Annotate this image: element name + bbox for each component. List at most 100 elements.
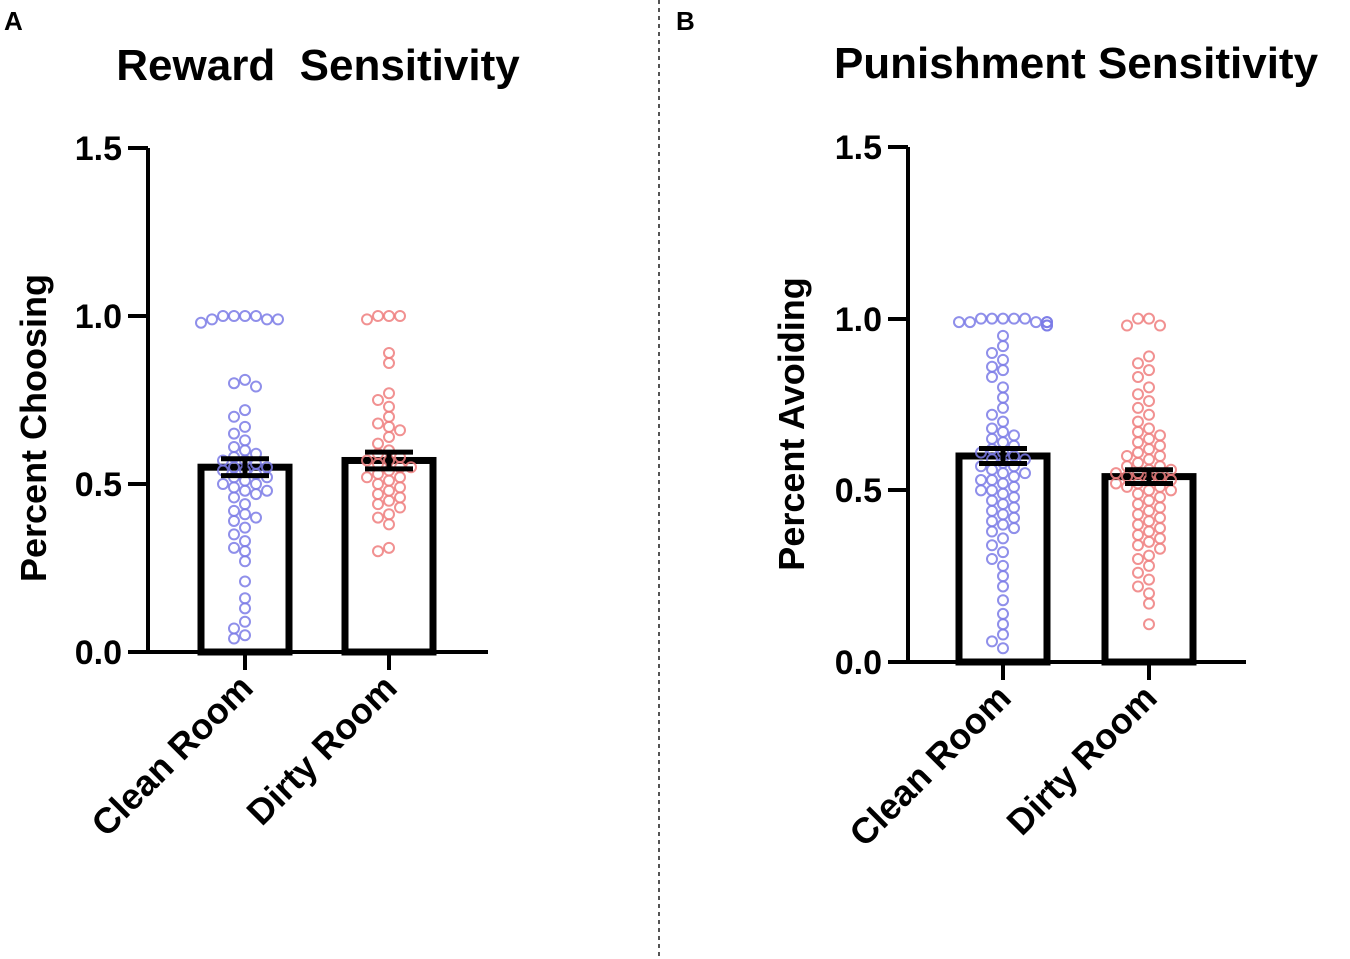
data-point (986, 432, 998, 445)
panel-letter-a: A (4, 6, 23, 36)
data-point (1132, 312, 1144, 325)
data-point (997, 477, 1009, 490)
data-point (1110, 477, 1122, 490)
data-point (997, 340, 1009, 353)
data-point (239, 592, 251, 605)
data-point (1132, 566, 1144, 579)
data-point (997, 580, 1009, 593)
data-point (372, 310, 384, 322)
data-point (997, 353, 1009, 366)
data-point (986, 539, 998, 552)
data-point (228, 481, 240, 494)
data-point (1132, 357, 1144, 370)
data-point (1154, 522, 1166, 535)
data-point (239, 545, 251, 558)
data-point (228, 377, 240, 390)
data-point (228, 541, 240, 554)
data-point (986, 422, 998, 435)
plot-area-b (953, 312, 1197, 666)
data-point (1143, 549, 1155, 562)
data-point (1132, 580, 1144, 593)
data-point (986, 312, 998, 325)
data-point (383, 484, 395, 497)
data-point (383, 474, 395, 487)
y-axis-label-a: Percent Choosing (13, 274, 54, 582)
data-point (1019, 467, 1031, 480)
data-point (1132, 371, 1144, 384)
data-point (228, 504, 240, 517)
data-point (1143, 484, 1155, 497)
data-point (997, 391, 1009, 404)
data-point (1041, 316, 1053, 329)
data-point (997, 425, 1009, 438)
data-point (975, 484, 987, 497)
error-bar-clean-room (979, 445, 1027, 467)
data-point (997, 329, 1009, 342)
data-point (1154, 501, 1166, 514)
data-point (986, 494, 998, 507)
y-tick-label: 1.5 (835, 129, 882, 167)
data-point (997, 467, 1009, 480)
data-point (1165, 484, 1177, 497)
y-axis-label-b: Percent Avoiding (771, 277, 812, 570)
data-point (1143, 422, 1155, 435)
y-ticks-b: 0.0 0.5 1.0 1.5 (835, 129, 908, 682)
data-point (394, 310, 406, 322)
data-point (1154, 450, 1166, 462)
data-point (394, 424, 406, 437)
data-point (239, 602, 251, 615)
panel-letter-b: B (676, 6, 695, 36)
data-point (1143, 515, 1155, 528)
data-point (383, 508, 395, 521)
data-point (239, 555, 251, 568)
data-point (228, 441, 240, 454)
data-point (1121, 319, 1133, 332)
data-point (361, 471, 373, 484)
data-point (986, 463, 998, 476)
category-label-dirty-room: Dirty Room (238, 667, 404, 833)
category-label-clean-room: Clean Room (83, 667, 261, 845)
data-point (206, 313, 218, 326)
data-point (997, 364, 1009, 377)
data-point (383, 400, 395, 413)
y-tick-label: 0.0 (835, 644, 882, 682)
data-point (239, 310, 251, 322)
data-point (986, 347, 998, 359)
data-point (986, 371, 998, 384)
data-point (986, 635, 998, 648)
data-point (383, 310, 395, 322)
data-point (997, 498, 1009, 511)
data-point (997, 508, 1009, 521)
data-point (383, 430, 395, 443)
y-tick-label: 1.0 (835, 301, 882, 339)
data-point (1143, 453, 1155, 466)
data-point (1132, 528, 1144, 541)
data-point (239, 629, 251, 642)
data-point (997, 628, 1009, 641)
data-point (1132, 401, 1144, 414)
data-point (1143, 350, 1155, 363)
data-point (986, 553, 998, 565)
data-point (394, 501, 406, 514)
data-point (394, 481, 406, 494)
data-point (239, 615, 251, 628)
data-point (1132, 553, 1144, 565)
data-point (1008, 491, 1020, 504)
data-point (1008, 501, 1020, 514)
data-point (986, 474, 998, 487)
y-tick-label: 0.5 (835, 472, 882, 510)
data-point (239, 373, 251, 386)
chart-title-a: Reward Sensitivity (116, 41, 520, 90)
data-point (372, 498, 384, 511)
data-point (997, 642, 1009, 655)
data-point (1132, 425, 1144, 438)
data-point (1008, 511, 1020, 524)
data-point (986, 408, 998, 421)
data-point (239, 444, 251, 457)
data-point (228, 310, 240, 322)
data-point (1143, 597, 1155, 610)
data-point (1132, 388, 1144, 401)
data-point (361, 454, 373, 467)
data-point (997, 570, 1009, 583)
